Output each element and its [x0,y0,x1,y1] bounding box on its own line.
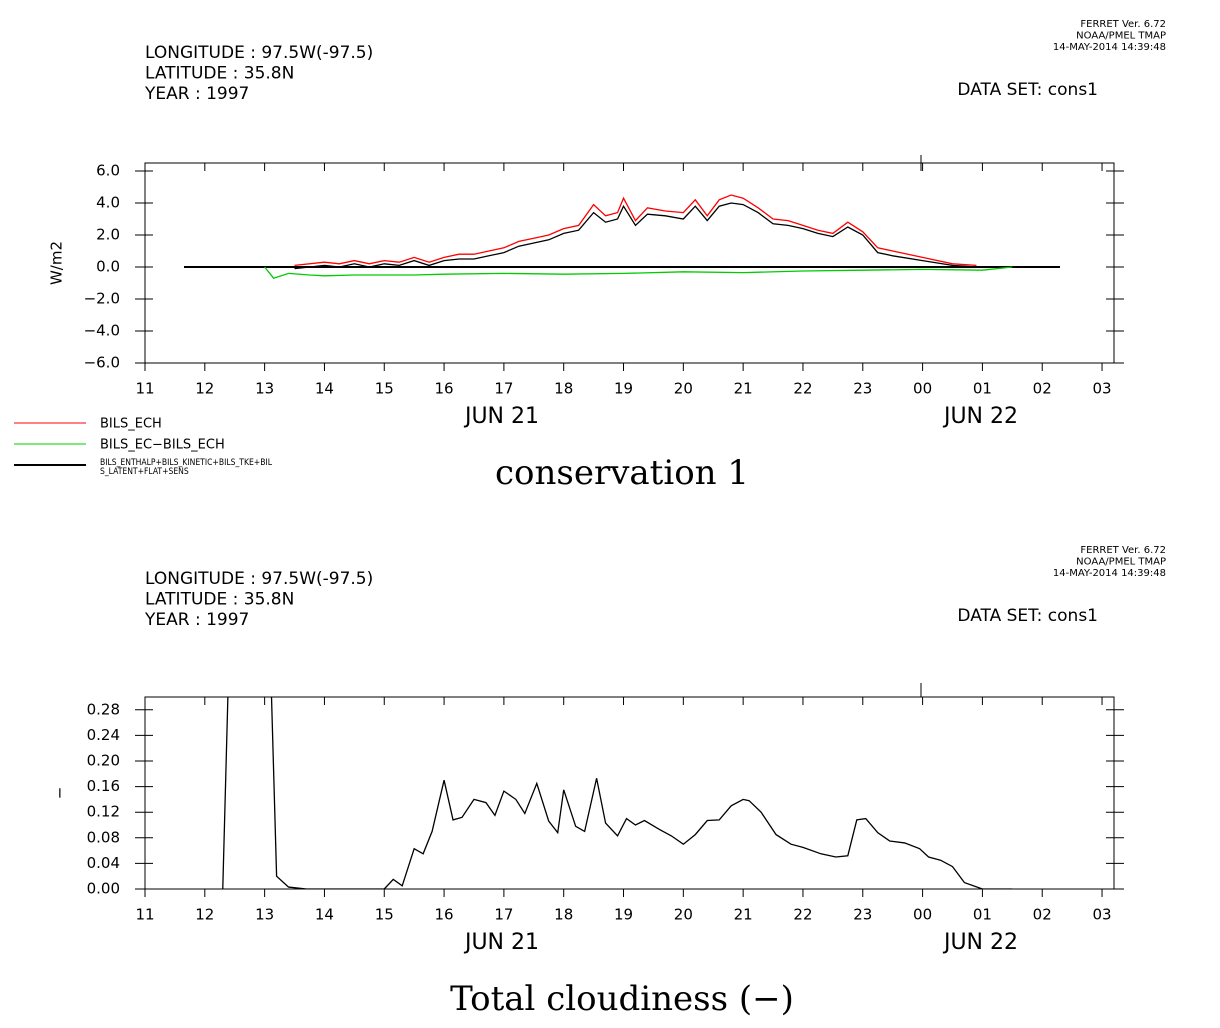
plot-frame [144,696,1115,890]
dataset-label: DATA SET: cons1 [957,606,1098,626]
x-tick-label: 12 [195,906,214,924]
header-line: LONGITUDE : 97.5W(-97.5) [145,569,373,589]
series-line [222,697,1013,889]
x-tick-label: 00 [913,906,932,924]
y-tick-label: 0.12 [87,803,120,821]
header-line: LATITUDE : 35.8N [145,64,294,84]
x-tick-label: 15 [375,380,394,398]
y-tick-label: 0.28 [87,700,120,718]
y-tick-label: 0.0 [96,258,120,276]
series-line [294,194,977,267]
x-tick-label: 02 [1033,380,1052,398]
x-tick-label: 12 [195,380,214,398]
x-tick-label: 21 [734,906,753,924]
x-tick-label: 14 [315,906,334,924]
x-tick-label: 11 [135,906,154,924]
x-tick-label: 01 [973,380,992,398]
software-line: NOAA/PMEL TMAP [1076,557,1166,568]
y-tick-label: 0.08 [87,828,120,846]
software-line: 14-MAY-2014 14:39:48 [1053,42,1166,53]
date-label: JUN 21 [463,930,539,955]
x-tick-label: 22 [793,380,812,398]
plot-frame [144,162,1115,364]
header-line: YEAR : 1997 [144,84,249,104]
y-tick-label: 0.16 [87,777,120,795]
y-tick-label: 0.24 [87,726,120,744]
software-line: NOAA/PMEL TMAP [1076,31,1166,42]
date-label: JUN 21 [463,404,539,429]
software-line: FERRET Ver. 6.72 [1080,545,1166,556]
legend-label: BILS_ECH [100,417,162,432]
x-tick-label: 02 [1033,906,1052,924]
x-tick-label: 22 [793,906,812,924]
y-axis-label: W/m2 [48,241,66,285]
y-tick-label: 2.0 [96,226,120,244]
header-line: LATITUDE : 35.8N [145,590,294,610]
x-tick-label: 18 [554,380,573,398]
y-tick-label: −6.0 [84,354,120,372]
x-tick-label: 03 [1092,906,1111,924]
x-tick-label: 19 [614,906,633,924]
series-line [294,202,977,270]
chart-title: Total cloudiness (−) [450,979,794,1019]
y-tick-label: 0.00 [87,880,120,898]
software-line: FERRET Ver. 6.72 [1080,19,1166,30]
x-tick-label: 16 [435,380,454,398]
x-tick-label: 13 [255,906,274,924]
y-tick-label: 0.20 [87,752,120,770]
y-tick-label: 0.04 [87,854,120,872]
chart-title: conservation 1 [495,453,749,493]
software-line: 14-MAY-2014 14:39:48 [1053,568,1166,579]
x-tick-label: 16 [435,906,454,924]
x-tick-label: 13 [255,380,274,398]
x-tick-label: 00 [913,380,932,398]
header-line: YEAR : 1997 [144,610,249,630]
x-tick-label: 17 [494,906,513,924]
x-tick-label: 20 [674,380,693,398]
x-tick-label: 03 [1092,380,1111,398]
y-tick-label: 6.0 [96,162,120,180]
header-line: LONGITUDE : 97.5W(-97.5) [145,43,373,63]
x-tick-label: 23 [853,380,872,398]
x-tick-label: 19 [614,380,633,398]
legend-label: BILS_ENTHALP+BILS_KINETIC+BILS_TKE+BILS_… [100,458,272,477]
legend-label: BILS_EC−BILS_ECH [100,438,225,453]
y-axis-label: − [51,787,69,800]
y-tick-label: −4.0 [84,322,120,340]
x-tick-label: 17 [494,380,513,398]
y-tick-label: −2.0 [84,290,120,308]
date-label: JUN 22 [942,930,1018,955]
x-tick-label: 14 [315,380,334,398]
x-tick-label: 21 [734,380,753,398]
dataset-label: DATA SET: cons1 [957,80,1098,100]
y-tick-label: 4.0 [96,194,120,212]
x-tick-label: 11 [135,380,154,398]
x-tick-label: 23 [853,906,872,924]
date-label: JUN 22 [942,404,1018,429]
x-tick-label: 01 [973,906,992,924]
x-tick-label: 15 [375,906,394,924]
x-tick-label: 20 [674,906,693,924]
x-tick-label: 18 [554,906,573,924]
series-line [264,266,1013,279]
